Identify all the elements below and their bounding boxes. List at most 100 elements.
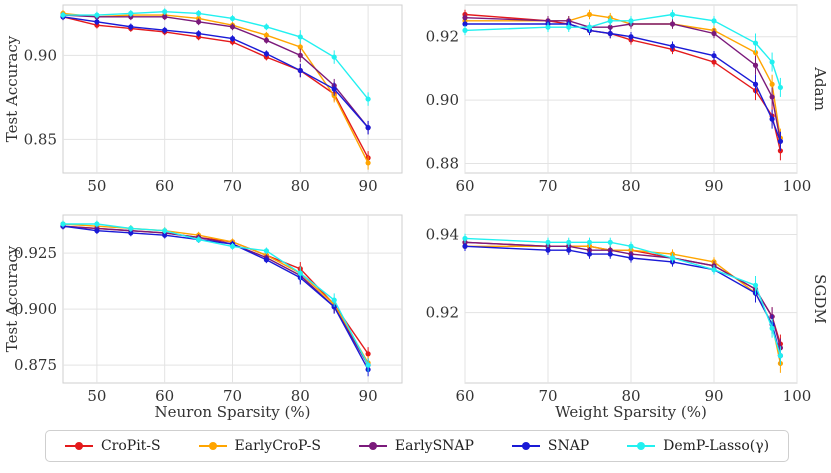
weight-adam-point-snap — [462, 21, 468, 27]
legend-label-cropit: CroPit-S — [100, 438, 161, 454]
weight-adam-point-demplasso — [628, 18, 634, 24]
weight-adam-point-earlysnap — [752, 62, 759, 68]
neuron-adam-point-earlycrops — [263, 32, 269, 38]
legend-swatch-earlycrop — [198, 440, 227, 452]
legend-swatch-cropit — [64, 440, 93, 452]
weight-adam-xtick-label: 90 — [704, 177, 723, 195]
neuron-adam-point-snap — [365, 125, 371, 131]
weight-adam-point-snap — [711, 53, 717, 59]
weight-adam-ytick-label: 0.88 — [426, 154, 459, 172]
weight-adam-ytick-label: 0.92 — [426, 28, 459, 46]
weight-sgdm-xtick-label: 90 — [704, 387, 723, 405]
neuron-adam-point-demplasso — [297, 34, 303, 40]
legend-swatch-snap — [511, 440, 540, 452]
weight-sgdm-xtick-label: 60 — [455, 387, 474, 405]
weight-sgdm-xtick-label: 70 — [538, 387, 557, 405]
weight-sgdm-point-demplasso — [586, 239, 593, 245]
weight-adam-point-demplasso — [462, 27, 468, 33]
neuron-adam-point-demplasso — [196, 10, 202, 16]
neuron-sgdm-point-snap — [128, 230, 134, 236]
weight-sgdm-point-demplasso — [628, 243, 634, 249]
neuron-sgdm-point-demplasso — [263, 248, 269, 254]
weight-adam-point-snap — [777, 138, 784, 144]
neuron-adam-point-earlycrops — [365, 160, 371, 166]
weight-adam-point-snap — [769, 116, 775, 122]
weight-sgdm-point-snap — [607, 251, 613, 257]
weight-adam-point-demplasso — [669, 11, 676, 18]
neuron-sgdm-ytick-label: 0.925 — [14, 244, 57, 262]
neuron-adam-point-demplasso — [60, 12, 66, 18]
neuron-sgdm-point-demplasso — [94, 221, 100, 227]
weight-sgdm-point-snap — [628, 255, 634, 261]
neuron-sgdm-series-earlycrops — [62, 223, 369, 364]
weight-adam-point-demplasso — [752, 40, 759, 46]
neuron-adam-point-snap — [297, 67, 303, 74]
neuron-adam-series-demplasso — [63, 10, 369, 100]
neuron-adam-point-demplasso — [263, 24, 269, 30]
weight-sgdm-point-snap — [462, 243, 468, 249]
weight-adam-ytick-label: 0.90 — [426, 91, 459, 109]
neuron-adam-point-demplasso — [94, 12, 100, 18]
neuron-adam-point-snap — [94, 19, 100, 25]
neuron-adam-point-demplasso — [365, 96, 371, 102]
weight-adam-point-earlycrops — [586, 11, 593, 18]
weight-sgdm-point-demplasso — [769, 325, 775, 331]
neuron-adam-point-snap — [196, 30, 202, 37]
neuron-adam-point-demplasso — [128, 10, 134, 16]
neuron-adam-xtick-label: 70 — [223, 177, 242, 195]
weight-adam-point-cropits — [711, 59, 717, 65]
neuron-adam-xtick-label: 90 — [359, 177, 378, 195]
neuron-adam-ylabel: Test Accuracy — [3, 35, 21, 142]
weight-sgdm-point-demplasso — [545, 239, 551, 245]
weight-adam-xtick-label: 100 — [783, 177, 812, 195]
legend-swatch-earlysnap — [358, 440, 387, 452]
weight-adam-point-demplasso — [545, 24, 551, 30]
neuron-adam-series-earlysnap — [62, 14, 369, 129]
neuron-sgdm-point-cropits — [365, 351, 371, 357]
weight-adam-point-demplasso — [769, 59, 775, 65]
neuron-adam-xtick-label: 60 — [155, 177, 174, 195]
neuron-adam-ytick-label: 0.85 — [24, 130, 57, 148]
weight-sgdm-point-snap — [586, 251, 593, 257]
neuron-adam-point-snap — [263, 51, 269, 57]
neuron-adam-xtick-label: 80 — [291, 177, 310, 195]
weight-adam-point-earlysnap — [711, 30, 717, 37]
neuron-sgdm-ytick-label: 0.875 — [14, 356, 57, 374]
weight-sgdm-ytick-label: 0.94 — [426, 226, 459, 244]
legend-item-cropit: CroPit-S — [64, 438, 161, 454]
weight-sgdm-point-demplasso — [711, 267, 717, 273]
neuron-adam-series-cropits — [62, 16, 369, 159]
weight-sgdm-point-demplasso — [669, 255, 676, 261]
neuron-adam-point-snap — [331, 86, 337, 92]
neuron-adam-point-earlycrops — [297, 44, 303, 50]
legend-item-earlysnap: EarlySNAP — [358, 438, 474, 454]
neuron-sgdm-point-snap — [263, 257, 269, 263]
weight-sgdm-xlabel: Weight Sparsity (%) — [555, 403, 707, 421]
weight-sgdm-point-demplasso — [752, 282, 759, 288]
weight-adam-point-snap — [607, 30, 613, 37]
legend-label-earlycrop: EarlyCroP-S — [234, 438, 322, 454]
legend-item-snap: SNAP — [511, 438, 589, 454]
weight-sgdm-point-demplasso — [566, 239, 572, 245]
neuron-sgdm-point-snap — [94, 228, 100, 234]
weight-sgdm-point-snap — [566, 247, 572, 253]
neuron-sgdm-xtick-label: 50 — [87, 387, 106, 405]
neuron-adam-series-snap — [62, 16, 369, 129]
neuron-adam-point-demplasso — [331, 54, 337, 60]
weight-sgdm-point-demplasso — [607, 239, 613, 245]
neuron-sgdm-point-demplasso — [162, 228, 168, 234]
neuron-adam-point-snap — [229, 36, 236, 42]
neuron-adam-ytick-label: 0.90 — [24, 46, 57, 64]
neuron-sgdm-series-snap — [62, 225, 369, 370]
neuron-adam-point-demplasso — [162, 9, 168, 15]
legend-label-earlysnap: EarlySNAP — [394, 438, 474, 454]
neuron-adam-point-earlysnap — [297, 52, 303, 59]
weight-adam-point-snap — [628, 34, 634, 40]
weight-sgdm-ytick-label: 0.92 — [426, 304, 459, 322]
neuron-sgdm-xtick-label: 90 — [359, 387, 378, 405]
weight-sgdm-row-label: SGDM — [811, 274, 829, 324]
neuron-sgdm-series-earlysnap — [62, 225, 369, 366]
weight-adam-point-demplasso — [777, 84, 784, 91]
neuron-sgdm-point-demplasso — [365, 362, 371, 368]
